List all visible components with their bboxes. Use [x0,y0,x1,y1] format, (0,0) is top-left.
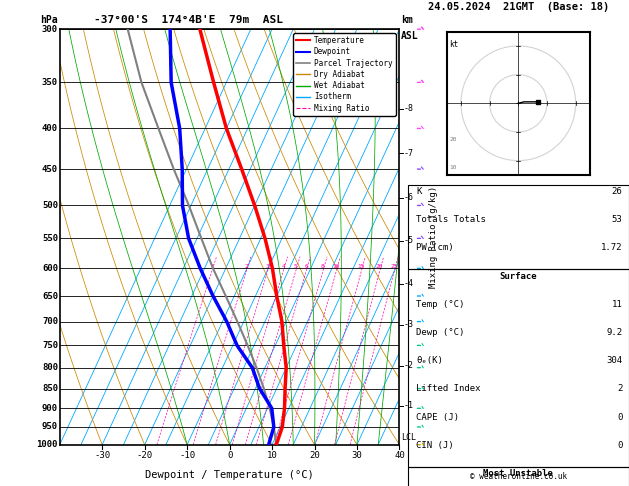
Text: 600: 600 [42,264,58,273]
Text: -3: -3 [404,320,414,329]
Text: LCL: LCL [401,433,416,441]
Text: 300: 300 [42,25,58,34]
Text: ASL: ASL [401,31,419,41]
Text: Totals Totals: Totals Totals [416,215,486,225]
Text: 9.2: 9.2 [606,328,622,337]
Text: 900: 900 [42,404,58,413]
Text: -10: -10 [179,451,195,460]
Text: 850: 850 [42,384,58,393]
Text: 26: 26 [611,187,622,196]
Text: 400: 400 [42,124,58,133]
Text: Most Unstable: Most Unstable [483,469,554,478]
Text: Lifted Index: Lifted Index [416,384,481,394]
Text: -1: -1 [404,401,414,410]
Text: Temp (°C): Temp (°C) [416,300,465,309]
Text: 24.05.2024  21GMT  (Base: 18): 24.05.2024 21GMT (Base: 18) [428,2,609,13]
Text: Dewp (°C): Dewp (°C) [416,328,465,337]
Text: 15: 15 [357,264,365,269]
Text: -7: -7 [404,149,414,158]
Text: 10: 10 [333,264,340,269]
Text: -20: -20 [136,451,153,460]
Text: -37°00'S  174°4B'E  79m  ASL: -37°00'S 174°4B'E 79m ASL [94,15,283,25]
Text: 6: 6 [304,264,308,269]
Text: 4: 4 [281,264,285,269]
Text: CAPE (J): CAPE (J) [416,413,459,422]
Text: 5: 5 [294,264,298,269]
Text: 800: 800 [42,363,58,372]
Text: 10: 10 [267,451,277,460]
Text: θₑ(K): θₑ(K) [416,356,443,365]
Text: 0: 0 [617,441,622,450]
Text: 350: 350 [42,78,58,87]
Text: km: km [401,15,413,25]
Text: kt: kt [450,40,459,49]
Text: -2: -2 [404,361,414,370]
Text: -6: -6 [404,193,414,202]
Text: 10: 10 [450,165,457,170]
Text: 750: 750 [42,341,58,350]
Text: 550: 550 [42,234,58,243]
Text: 500: 500 [42,201,58,210]
Text: 30: 30 [352,451,362,460]
Text: 1000: 1000 [36,440,58,449]
Legend: Temperature, Dewpoint, Parcel Trajectory, Dry Adiabat, Wet Adiabat, Isotherm, Mi: Temperature, Dewpoint, Parcel Trajectory… [293,33,396,116]
Text: 20: 20 [309,451,320,460]
Text: 25: 25 [391,264,398,269]
Text: © weatheronline.co.uk: © weatheronline.co.uk [470,472,567,481]
Text: -5: -5 [404,236,414,245]
Text: 0: 0 [617,413,622,422]
Text: K: K [416,187,422,196]
Text: 2: 2 [617,384,622,394]
Text: 304: 304 [606,356,622,365]
Text: 450: 450 [42,165,58,174]
Text: 8: 8 [321,264,325,269]
Text: 2: 2 [245,264,248,269]
Text: 700: 700 [42,317,58,326]
Text: CIN (J): CIN (J) [416,441,454,450]
Text: 11: 11 [611,300,622,309]
Text: -30: -30 [94,451,110,460]
Text: 650: 650 [42,292,58,300]
Text: Surface: Surface [499,272,537,281]
Text: -8: -8 [404,104,414,113]
Text: 1.72: 1.72 [601,243,622,253]
Text: 53: 53 [611,215,622,225]
Text: 3: 3 [265,264,269,269]
Text: -4: -4 [404,279,414,288]
Text: 950: 950 [42,422,58,432]
Text: 0: 0 [227,451,232,460]
Text: 20: 20 [450,137,457,141]
Text: 40: 40 [394,451,405,460]
Text: PW (cm): PW (cm) [416,243,454,253]
Text: hPa: hPa [40,15,58,25]
Text: 1: 1 [210,264,214,269]
Text: Mixing Ratio (g/kg): Mixing Ratio (g/kg) [429,186,438,288]
Text: Dewpoint / Temperature (°C): Dewpoint / Temperature (°C) [145,469,314,480]
Text: 20: 20 [376,264,384,269]
